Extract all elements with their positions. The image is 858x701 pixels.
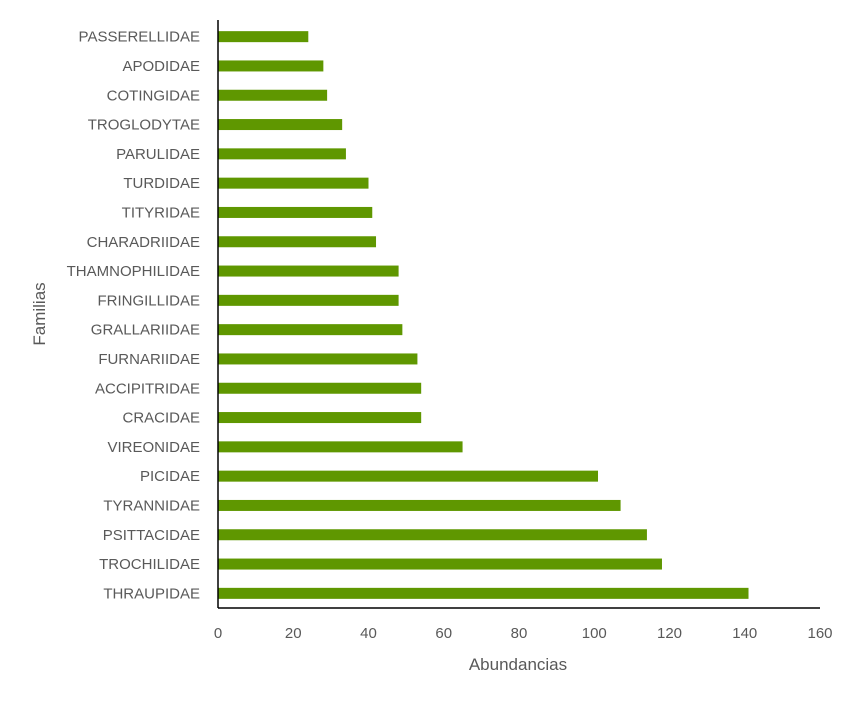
y-tick-label: FRINGILLIDAE <box>97 292 200 309</box>
y-tick-label: TYRANNIDAE <box>103 497 200 514</box>
y-axis-title: Familias <box>30 282 49 345</box>
bar-vireonidae <box>218 441 463 453</box>
x-tick-label: 160 <box>807 625 832 642</box>
bar-parulidae <box>218 148 346 160</box>
bar-tyrannidae <box>218 499 621 511</box>
x-tick-label: 0 <box>214 625 222 642</box>
bar-trochilidae <box>218 558 662 570</box>
y-tick-label: TURDIDAE <box>123 175 200 192</box>
bar-furnariidae <box>218 353 418 365</box>
bar-apodidae <box>218 60 324 72</box>
bar-grallariidae <box>218 324 403 336</box>
bars-group <box>218 31 749 599</box>
x-tick-label: 40 <box>360 625 377 642</box>
x-tick-label: 20 <box>285 625 302 642</box>
bar-picidae <box>218 470 599 482</box>
bar-charadriidae <box>218 236 377 248</box>
bar-cotingidae <box>218 89 328 101</box>
y-tick-label: THAMNOPHILIDAE <box>67 263 200 280</box>
y-tick-label: CRACIDAE <box>122 410 200 427</box>
bar-fringillidae <box>218 294 399 306</box>
y-tick-label: ACCIPITRIDAE <box>95 380 200 397</box>
y-tick-label: THRAUPIDAE <box>103 585 200 602</box>
y-tick-labels: THRAUPIDAE TROCHILIDAE PSITTACIDAE TYRANNID… <box>67 29 200 603</box>
y-tick-label: TROCHILIDAE <box>99 556 200 573</box>
bar-troglodytae <box>218 119 343 131</box>
bar-passerellidae <box>218 31 309 43</box>
y-tick-label: PASSERELLIDAE <box>79 29 200 46</box>
x-tick-label: 120 <box>657 625 682 642</box>
y-tick-label: VIREONIDAE <box>107 439 200 456</box>
x-tick-label: 60 <box>435 625 452 642</box>
y-tick-label: TROGLODYTAE <box>88 117 200 134</box>
y-tick-label: PICIDAE <box>140 468 200 485</box>
x-tick-label: 80 <box>511 625 528 642</box>
y-tick-label: APODIDAE <box>122 58 200 75</box>
y-tick-label: PARULIDAE <box>116 146 200 163</box>
x-axis-title: Abundancias <box>469 655 567 674</box>
y-tick-label: CHARADRIIDAE <box>87 234 200 251</box>
bar-psittacidae <box>218 529 647 541</box>
y-tick-label: TITYRIDAE <box>122 204 200 221</box>
bar-thraupidae <box>218 587 749 599</box>
y-tick-label: GRALLARIIDAE <box>91 322 200 339</box>
bar-tityridae <box>218 206 373 218</box>
x-tick-labels: 0 20 40 60 80 100 120 140 160 <box>214 625 833 642</box>
bar-turdidae <box>218 177 369 189</box>
bar-thamnophilidae <box>218 265 399 277</box>
bar-cracidae <box>218 412 422 424</box>
bar-accipitridae <box>218 382 422 394</box>
x-tick-label: 100 <box>582 625 607 642</box>
y-tick-label: COTINGIDAE <box>107 87 200 104</box>
y-tick-label: PSITTACIDAE <box>103 527 200 544</box>
y-tick-label: FURNARIIDAE <box>98 351 200 368</box>
x-tick-label: 140 <box>732 625 757 642</box>
